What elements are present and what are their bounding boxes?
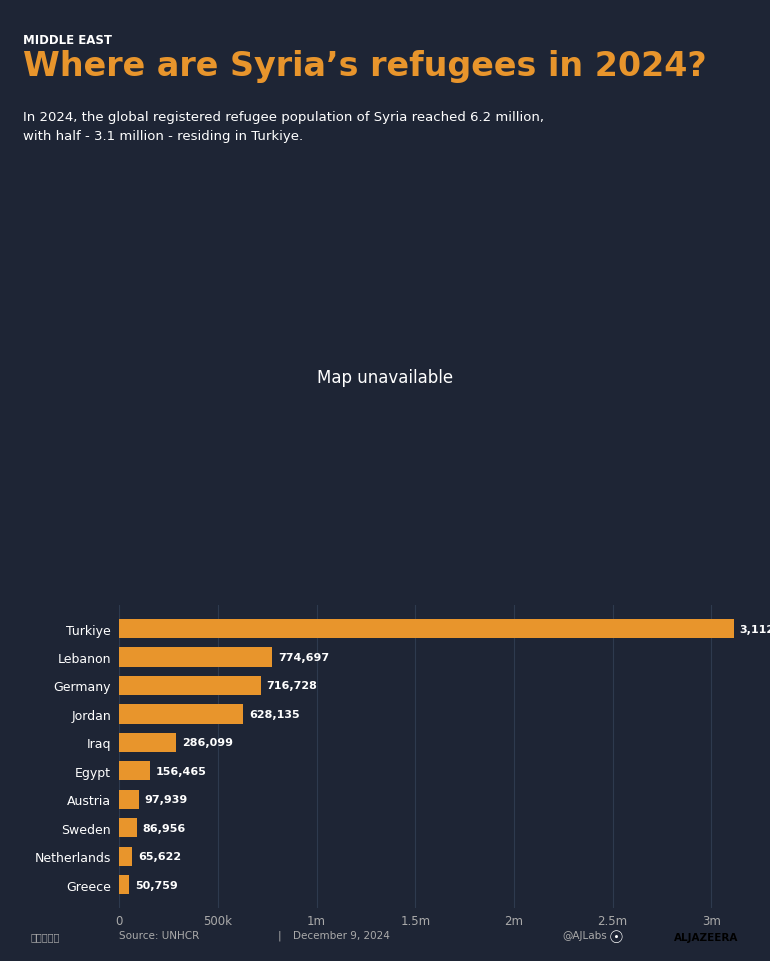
Text: MIDDLE EAST: MIDDLE EAST [23,34,112,47]
Bar [119,619,734,638]
Text: 628,135: 628,135 [249,709,300,719]
Bar [119,847,132,866]
Bar [119,704,243,724]
Bar [119,761,150,780]
Text: Map unavailable: Map unavailable [317,368,453,386]
Bar [119,790,139,809]
Text: @AJLabs: @AJLabs [562,930,607,940]
Bar [119,648,273,667]
Text: ALJAZEERA: ALJAZEERA [675,932,738,942]
Text: In 2024, the global registered refugee population of Syria reached 6.2 million,
: In 2024, the global registered refugee p… [23,111,544,142]
Text: |: | [277,929,281,940]
Text: 50,759: 50,759 [136,879,178,890]
Text: December 9, 2024: December 9, 2024 [293,930,390,940]
Bar [119,875,129,895]
Bar [119,818,136,838]
Text: 286,099: 286,099 [182,738,233,748]
Text: 3,112,683: 3,112,683 [739,624,770,634]
Text: 774,697: 774,697 [278,653,330,662]
Text: 97,939: 97,939 [145,795,188,804]
Bar [119,676,261,696]
Text: 65,622: 65,622 [139,851,182,861]
Text: Where are Syria’s refugees in 2024?: Where are Syria’s refugees in 2024? [23,50,707,83]
Bar [119,733,176,752]
Text: 156,465: 156,465 [156,766,207,776]
Text: ⒸⓃⓃⒸⒸ: ⒸⓃⓃⒸⒸ [31,931,60,941]
Text: ☉: ☉ [608,928,624,946]
Text: Source: UNHCR: Source: UNHCR [119,930,199,940]
Text: 716,728: 716,728 [266,680,317,691]
Text: 86,956: 86,956 [142,823,186,833]
